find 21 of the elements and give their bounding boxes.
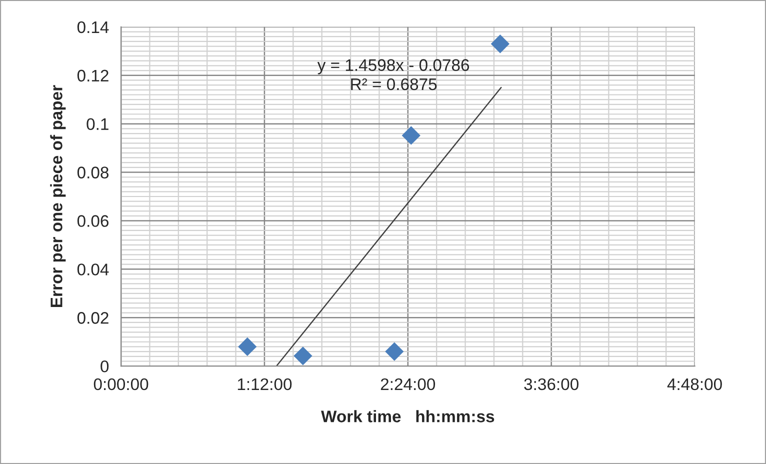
point — [490, 34, 510, 54]
point — [385, 342, 404, 361]
point — [294, 346, 312, 366]
y-axis-title: Error per one piece of paper — [50, 85, 66, 307]
x-tick-label: 4:48:00 — [667, 378, 722, 390]
y-tick-label: 0.12 — [77, 70, 108, 82]
y-tick-label: 0.1 — [86, 118, 108, 130]
x-tick-label: 1:12:00 — [238, 378, 292, 390]
x-axis-title: Work time hh:mm:ss — [321, 410, 494, 422]
x-tick-label: 0:00:00 — [94, 378, 148, 390]
annotation: y = 1.4598x - 0.0786 R² = 0.6875 — [317, 59, 470, 90]
y-tick-label: 0.02 — [77, 312, 108, 324]
y-tick-label: 0.06 — [77, 215, 108, 227]
y-tick-label: 0.08 — [77, 166, 108, 178]
x-tick-label: 2:24:00 — [380, 378, 436, 390]
y-tick-label: 0.04 — [77, 264, 109, 276]
y-tick-label: 0 — [100, 360, 109, 372]
point — [402, 126, 420, 145]
y-tick-label: 0.14 — [77, 21, 109, 34]
point — [238, 337, 257, 356]
x-tick-label: 3:36:00 — [524, 378, 578, 390]
